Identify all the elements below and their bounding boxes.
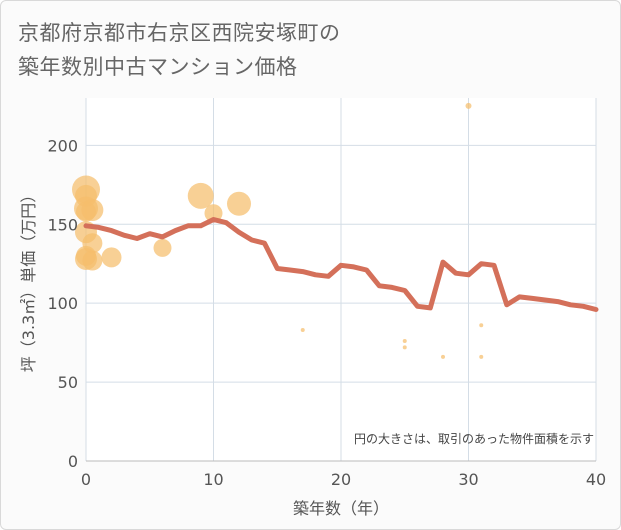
title-line-1: 京都府京都市右京区西院安塚町の bbox=[18, 21, 341, 45]
y-tick-label: 50 bbox=[58, 373, 78, 392]
bubble-point bbox=[402, 345, 407, 350]
x-axis-ticks: 0 10 20 30 40 bbox=[81, 470, 606, 489]
grid-lines bbox=[85, 98, 597, 462]
bubble-point bbox=[187, 182, 214, 209]
x-tick-label: 10 bbox=[203, 470, 223, 489]
bubble-point bbox=[300, 328, 305, 333]
bubble-point bbox=[204, 204, 223, 223]
y-tick-label: 0 bbox=[68, 452, 78, 471]
bubble-point bbox=[227, 191, 251, 216]
x-tick-label: 0 bbox=[81, 470, 91, 489]
y-tick-label: 150 bbox=[47, 215, 78, 234]
bubble-point bbox=[402, 339, 407, 344]
x-tick-label: 30 bbox=[458, 470, 478, 489]
bubble-point bbox=[441, 354, 445, 359]
bubble-point bbox=[465, 102, 472, 109]
y-tick-label: 100 bbox=[47, 294, 78, 313]
bubble-point bbox=[82, 250, 103, 271]
y-axis-label: 坪（3.3㎡）単価（万円） bbox=[19, 187, 38, 372]
title-line-2: 築年数別中古マンション価格 bbox=[18, 55, 298, 79]
bubble-point bbox=[81, 199, 104, 222]
bubble-point bbox=[153, 238, 172, 257]
bubble-point bbox=[479, 354, 484, 359]
average-price-line bbox=[83, 217, 599, 312]
chart-title: 京都府京都市右京区西院安塚町の 築年数別中古マンション価格 bbox=[18, 16, 341, 84]
x-tick-label: 20 bbox=[331, 470, 351, 489]
y-axis-ticks: 0 50 100 150 200 bbox=[47, 136, 78, 471]
x-axis-label: 築年数（年） bbox=[293, 499, 389, 518]
bubble-point bbox=[101, 247, 122, 268]
bubble-series bbox=[72, 102, 484, 359]
bubble-size-note: 円の大きさは、取引のあった物件面積を示す bbox=[354, 431, 594, 446]
y-tick-label: 200 bbox=[47, 136, 78, 155]
bubble-point bbox=[479, 323, 484, 328]
x-tick-label: 40 bbox=[586, 470, 606, 489]
bubble-point bbox=[82, 233, 103, 254]
